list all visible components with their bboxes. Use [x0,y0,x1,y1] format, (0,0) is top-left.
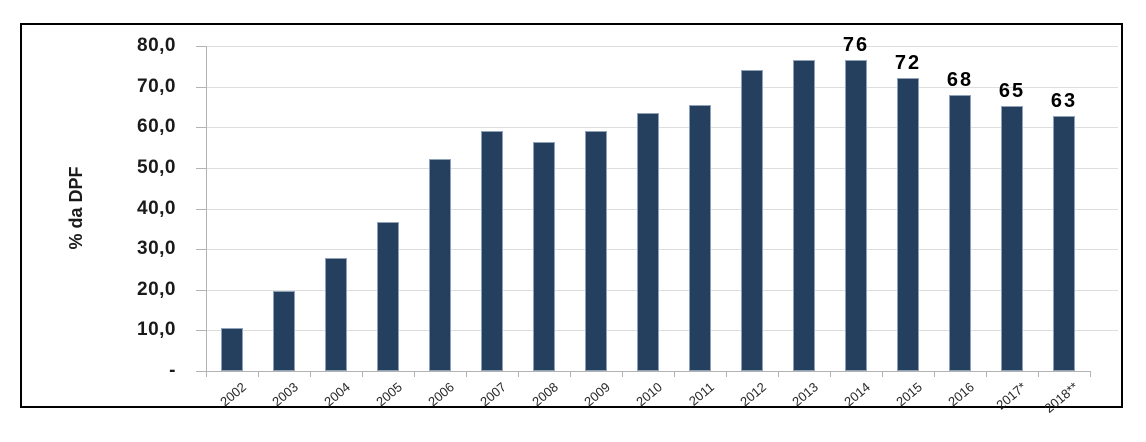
x-axis-tick [674,371,675,377]
y-axis-tick-label: 70,0 [137,75,176,97]
y-gridline [206,46,1118,47]
y-axis-tick [196,86,207,88]
x-axis-tick [362,371,363,377]
y-gridline [206,330,1118,332]
y-axis-tick [196,371,207,372]
bar-2003 [273,290,295,371]
bar-2017* [1001,106,1023,371]
bar-value-label: 76 [842,34,870,57]
x-axis-tick [726,371,727,377]
x-axis-tick-label: 2004 [321,379,353,410]
x-axis-tick-label: 2008 [529,379,561,410]
x-axis-tick [414,371,415,377]
x-axis-tick [622,371,623,377]
x-axis-tick-label: 2017* [993,379,1029,413]
x-axis-tick [1090,371,1091,377]
y-axis-tick [196,330,207,332]
x-axis-tick [1038,371,1039,377]
bar-2010 [637,113,659,371]
bar-2002 [221,328,243,371]
x-axis-tick-label: 2002 [217,379,249,410]
x-axis-tick [310,371,311,377]
bar-2007 [481,130,503,371]
y-axis-tick [196,249,207,251]
x-axis-tick-label: 2006 [425,379,457,410]
x-axis-tick [986,371,987,377]
y-gridline [206,167,1118,169]
x-axis-tick [830,371,831,377]
bar-2008 [533,141,555,371]
x-axis-tick-label: 2005 [373,379,405,410]
x-axis-tick-label: 2016 [945,379,977,410]
bar-2013 [793,60,815,371]
x-axis-tick-label: 2015 [893,379,925,410]
y-axis-tick-label: 50,0 [137,156,176,178]
bar-2011 [689,104,711,371]
y-axis-tick-label: - [169,360,176,381]
bar-value-label: 63 [1050,89,1078,112]
bar-2015 [897,77,919,371]
bar-2006 [429,158,451,371]
y-axis-tick [196,167,207,169]
y-axis-tick-label: 30,0 [137,238,176,260]
bar-2005 [377,221,399,371]
y-gridline [206,289,1118,291]
y-axis-tick-label: 80,0 [137,35,176,56]
y-axis-tick [196,46,207,47]
y-axis-tick-label: 60,0 [137,116,176,138]
bar-2016 [949,95,971,371]
y-axis-tick [196,208,207,210]
x-axis-tick-label: 2012 [737,379,769,410]
y-axis-tick-label: 20,0 [137,278,176,300]
x-axis-tick [206,371,207,377]
x-axis-tick-label: 2007 [477,379,509,410]
x-axis-tick-label: 2014 [841,379,873,410]
bar-2009 [585,131,607,371]
bar-value-label: 68 [946,69,974,92]
x-axis-tick-label: 2010 [633,379,665,410]
y-gridline [206,249,1118,251]
bar-2018** [1053,115,1075,371]
x-axis-tick [258,371,259,377]
y-axis-tick [196,127,207,129]
x-axis-tick-label: 2018** [1041,379,1081,416]
bar-value-label: 72 [894,51,922,74]
x-axis-line [206,371,1091,372]
x-axis-tick-label: 2013 [789,379,821,410]
x-axis-tick [778,371,779,377]
x-axis-tick [518,371,519,377]
bar-2014 [845,60,867,371]
bar-2004 [325,257,347,371]
x-axis-tick [882,371,883,377]
bar-value-label: 65 [998,80,1026,103]
x-axis-tick [466,371,467,377]
x-axis-tick-label: 2003 [269,379,301,410]
y-axis-tick-label: 10,0 [137,319,176,341]
bar-2012 [741,69,763,371]
x-axis-tick-label: 2011 [685,379,717,409]
x-axis-tick [934,371,935,377]
x-axis-tick [570,371,571,377]
y-axis-tick [196,289,207,291]
x-axis-tick-label: 2009 [581,379,613,410]
y-gridline [206,208,1118,210]
y-gridline [206,127,1118,129]
y-axis-tick-label: 40,0 [137,197,176,219]
y-gridline [206,86,1118,88]
